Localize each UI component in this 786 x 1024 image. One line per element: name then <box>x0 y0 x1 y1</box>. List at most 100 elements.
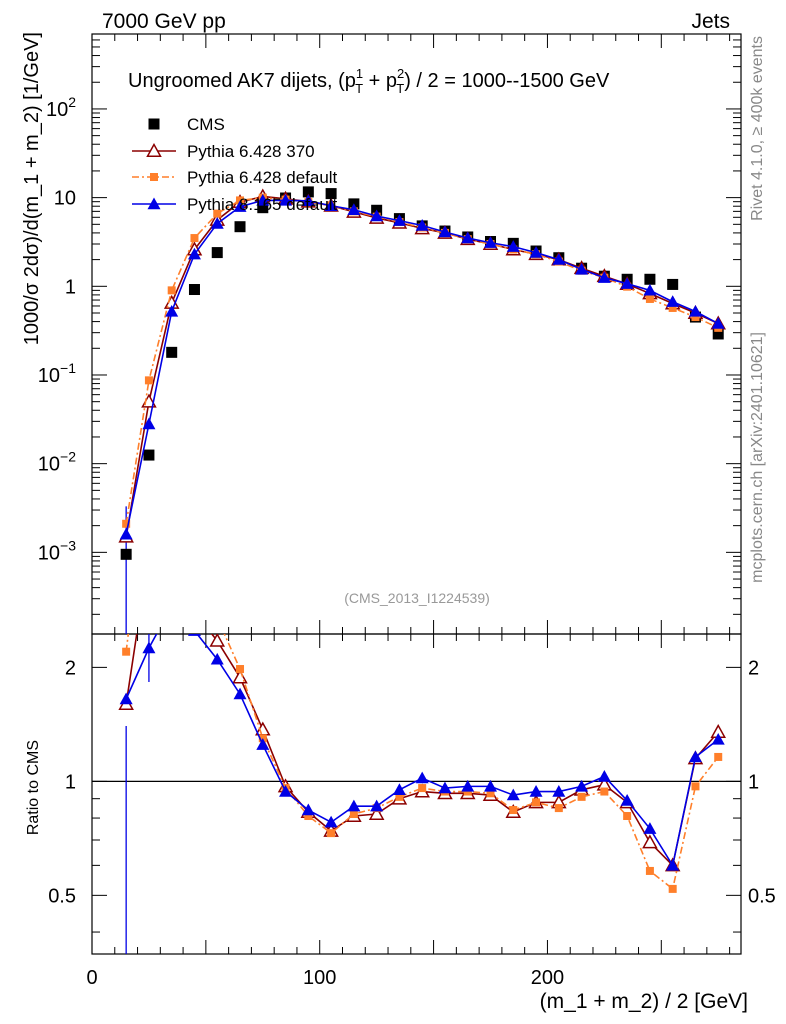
ratio-point-pythia-6-428-default <box>486 789 495 798</box>
ratio-point-pythia-8-165-default <box>142 641 156 654</box>
y-tick-label: 10−2 <box>38 449 76 476</box>
main-point-pythia-8-165-default <box>370 209 384 222</box>
ratio-point-pythia-6-428-default <box>532 798 541 807</box>
main-point-pythia-8-165-default <box>324 199 338 211</box>
main-y-label: 1000/σ 2dσ)/d(m_1 + m_2) [1/GeV] <box>21 32 43 345</box>
ratio-point-pythia-8-165-default <box>233 687 247 700</box>
ratio-point-pythia-8-165-default <box>119 692 133 705</box>
y-tick-label: 102 <box>46 94 76 121</box>
ratio-y-tick-label-right: 2 <box>748 657 759 679</box>
ratio-point-pythia-8-165-default <box>370 799 384 812</box>
x-axis-label: (m_1 + m_2) / 2 [GeV] <box>540 990 748 1013</box>
main-point-cms <box>143 449 155 461</box>
ratio-point-pythia-8-165-default <box>415 771 429 784</box>
main-point-pythia-8-165-default <box>711 317 725 329</box>
ratio-point-pythia-6-428-default <box>304 812 313 821</box>
main-point-pythia-8-165-default <box>415 218 429 231</box>
main-point-pythia-6-428-default <box>691 313 700 322</box>
main-point-pythia-8-165-default <box>620 277 634 289</box>
ratio-point-pythia-8-165-default <box>643 822 657 834</box>
main-point-pythia-6-428-default <box>122 519 131 528</box>
ratio-point-pythia-6-428-default <box>668 884 677 893</box>
main-point-cms <box>211 247 223 259</box>
main-point-pythia-8-165-default <box>187 247 201 260</box>
legend-marker-pythia-8-165-default <box>147 197 161 210</box>
ratio-point-pythia-6-428-default <box>554 804 563 813</box>
x-tick-label: 200 <box>531 967 564 989</box>
main-point-pythia-6-428-default <box>213 209 222 218</box>
ratio-point-pythia-8-165-default <box>210 652 224 665</box>
ratio-point-pythia-8-165-default <box>484 779 498 792</box>
main-point-cms <box>120 548 132 560</box>
ratio-point-pythia-6-428-default <box>418 784 427 793</box>
main-point-pythia-8-165-default <box>461 231 475 244</box>
x-tick-label: 100 <box>303 967 336 989</box>
main-series-group <box>118 186 727 560</box>
legend-marker-pythia-6-428-370 <box>146 142 162 157</box>
legend-label-pythia-6-428-default: Pythia 6.428 default <box>187 168 338 187</box>
ratio-point-pythia-6-428-default <box>327 829 336 838</box>
ratio-point-pythia-6-428-370 <box>209 634 226 647</box>
title-part-1: Ungroomed AK7 dijets, (p <box>128 70 356 92</box>
y-tick-label: 1 <box>65 276 76 298</box>
main-point-pythia-6-428-default <box>144 376 153 385</box>
y-tick-label: 10−1 <box>38 360 76 387</box>
ratio-point-pythia-6-428-370 <box>642 834 658 849</box>
ratio-point-pythia-8-165-default <box>392 783 406 795</box>
main-point-pythia-8-165-default <box>529 246 543 258</box>
main-point-pythia-8-165-default <box>165 304 179 317</box>
main-point-cms <box>712 328 724 340</box>
ratio-point-pythia-8-165-default <box>620 794 634 806</box>
main-point-pythia-8-165-default <box>575 262 589 275</box>
ratio-point-pythia-8-165-default <box>688 750 702 763</box>
ratio-point-pythia-8-165-default <box>438 781 452 794</box>
ratio-y-tick-label-right: 1 <box>748 771 759 793</box>
main-point-cms <box>325 188 337 200</box>
legend-label-pythia-8-165-default: Pythia 8.165 default <box>187 195 338 214</box>
main-point-pythia-6-428-default <box>645 294 654 303</box>
ratio-point-pythia-8-165-default <box>347 799 361 812</box>
main-point-pythia-8-165-default <box>552 253 566 265</box>
legend-label-pythia-6-428-370: Pythia 6.428 370 <box>187 142 315 161</box>
ratio-point-pythia-8-165-default <box>256 738 270 750</box>
ratio-y-tick-label: 1 <box>65 771 76 793</box>
ratio-point-pythia-8-165-default <box>529 785 543 797</box>
ratio-point-pythia-8-165-default <box>506 788 520 801</box>
ratio-y-tick-label-right: 0.5 <box>748 885 776 907</box>
main-point-pythia-8-165-default <box>484 236 498 248</box>
ratio-point-pythia-6-428-default <box>509 806 518 815</box>
ratio-point-pythia-8-165-default <box>575 779 589 792</box>
ratio-y-tick-label: 0.5 <box>48 885 76 907</box>
ticks-layer: 0 100 200 10−3 10−2 10−1 1 10 102 0.5 0.5 1 1 2 2 <box>38 33 776 989</box>
ratio-y-label: Ratio to CMS <box>25 740 42 835</box>
ratio-point-pythia-8-165-default <box>666 858 680 871</box>
analysis-watermark: (CMS_2013_I1224539) <box>344 590 490 606</box>
ratio-plot-frame <box>91 633 742 955</box>
ratio-point-pythia-6-428-default <box>691 782 700 791</box>
plot-title: Ungroomed AK7 dijets, (p1 T + p2 T) / 2 = … <box>128 66 610 96</box>
main-point-pythia-8-165-default <box>392 214 406 226</box>
ratio-point-pythia-8-165-default <box>552 785 566 797</box>
title-sub-1: T <box>355 81 363 96</box>
title-sub-2: T <box>396 81 404 96</box>
main-point-pythia-6-428-default <box>668 303 677 312</box>
main-point-pythia-8-165-default <box>233 200 247 212</box>
ratio-point-pythia-6-428-default <box>349 809 358 818</box>
ratio-point-pythia-8-165-default <box>187 634 201 636</box>
ratio-point-pythia-8-165-default <box>301 803 315 816</box>
title-part-3: ) / 2 = 1000--1500 GeV <box>404 70 610 92</box>
title-sup-2: 2 <box>397 66 404 81</box>
legend-marker-cms <box>148 118 160 130</box>
main-point-pythia-8-165-default <box>301 194 315 207</box>
main-point-pythia-8-165-default <box>256 193 270 206</box>
main-line-pythia-6-428-default <box>125 196 719 524</box>
rivet-label: Rivet 4.1.0, ≥ 400k events <box>749 36 766 221</box>
header-left: 7000 GeV pp <box>102 10 226 33</box>
legend-marker-pythia-6-428-default <box>150 173 158 181</box>
main-point-pythia-8-165-default <box>597 271 611 283</box>
ratio-point-pythia-6-428-default <box>122 647 131 656</box>
ratio-line-pythia-6-428-default <box>125 634 719 891</box>
main-point-pythia-8-165-default <box>666 295 680 307</box>
ratio-point-pythia-8-165-default <box>279 785 293 797</box>
y-tick-label: 10−3 <box>38 537 76 564</box>
